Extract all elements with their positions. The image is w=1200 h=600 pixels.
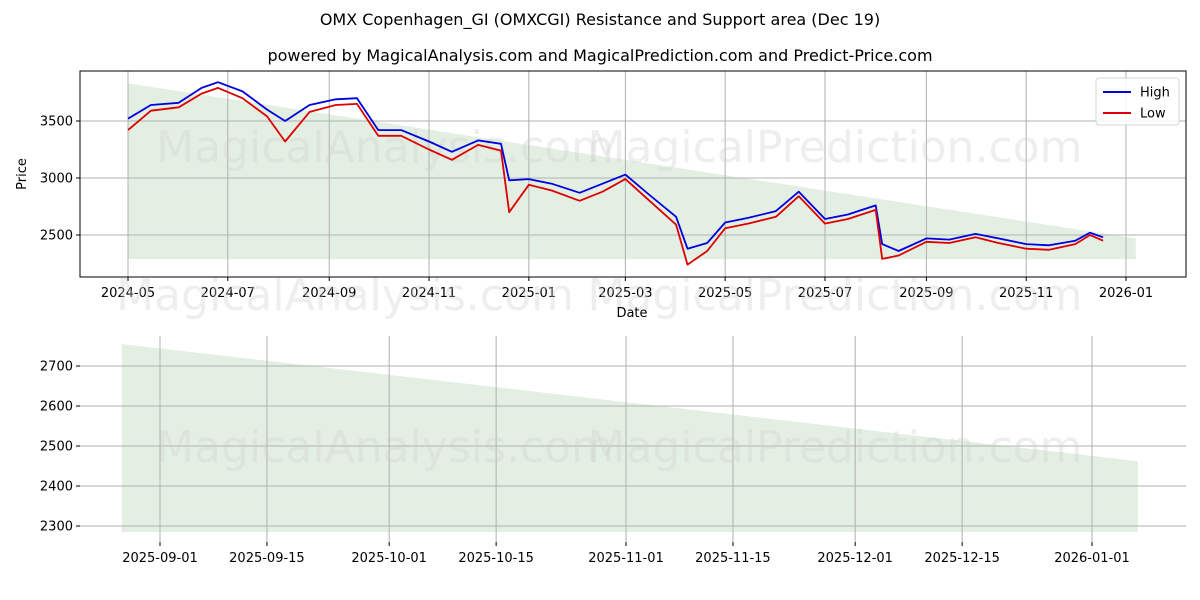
- y-tick-label: 2500: [40, 440, 73, 455]
- resistance-support-band: [128, 83, 1136, 259]
- watermark: MagicalPrediction.com: [588, 270, 1083, 321]
- y-tick-label: 3000: [40, 172, 73, 187]
- y-tick-label: 2400: [40, 480, 73, 495]
- x-tick-label: 2025-12-15: [924, 551, 1000, 566]
- legend: High Low: [1095, 77, 1180, 126]
- axes-frame: [79, 70, 1187, 278]
- y-tick-label: 2700: [40, 360, 73, 375]
- x-tick-label: 2025-07: [798, 286, 852, 301]
- watermark: MagicalPrediction.com: [588, 122, 1083, 173]
- chart-subtitle: powered by MagicalAnalysis.com and Magic…: [267, 46, 933, 65]
- x-tick-label: 2025-10-15: [458, 551, 534, 566]
- x-tick-label: 2025-05: [698, 286, 752, 301]
- x-tick-label: 2025-09: [899, 286, 953, 301]
- chart-title: OMX Copenhagen_GI (OMXCGI) Resistance an…: [319, 10, 881, 29]
- x-tick-label: 2025-09-01: [122, 551, 198, 566]
- legend-label-high: High: [1140, 86, 1170, 101]
- series-high: [127, 81, 1104, 252]
- watermark: MagicalPrediction.com: [588, 422, 1083, 473]
- y-tick-label: 2600: [40, 400, 73, 415]
- x-tick-label: 2025-10-01: [351, 551, 427, 566]
- x-tick-label: 2025-11-01: [588, 551, 664, 566]
- x-tick-label: 2025-11: [999, 286, 1053, 301]
- watermark: MagicalAnalysis.com: [116, 270, 574, 321]
- series-low: [127, 87, 1104, 266]
- watermark: MagicalAnalysis.com: [156, 422, 614, 473]
- chart-panel-2: 2300 2400 2500 2600 2700 2025-09-01 2025-09-15…: [40, 336, 1186, 566]
- y-axis-label: Price: [15, 158, 30, 190]
- x-axis-label: Date: [616, 306, 647, 321]
- y-tick-label: 3500: [40, 115, 73, 130]
- legend-label-low: Low: [1140, 107, 1166, 122]
- x-tick-label: 2026-01-01: [1054, 551, 1130, 566]
- x-tick-label: 2024-09: [302, 286, 356, 301]
- x-tick-label: 2024-05: [101, 286, 155, 301]
- chart-panel-1: 2500 3000 3500 2024-05 2024-07 2024-09 2024-11…: [15, 70, 1187, 321]
- x-tick-label: 2024-07: [201, 286, 255, 301]
- x-tick-label: 2024-11: [402, 286, 456, 301]
- x-tick-label: 2025-03: [598, 286, 652, 301]
- x-tick-label: 2026-01: [1099, 286, 1153, 301]
- y-tick-label: 2300: [40, 520, 73, 535]
- resistance-support-band: [121, 344, 1138, 532]
- x-tick-label: 2025-01: [502, 286, 556, 301]
- x-tick-label: 2025-12-01: [817, 551, 893, 566]
- x-tick-label: 2025-09-15: [229, 551, 305, 566]
- y-tick-label: 2500: [40, 229, 73, 244]
- x-tick-label: 2025-11-15: [695, 551, 771, 566]
